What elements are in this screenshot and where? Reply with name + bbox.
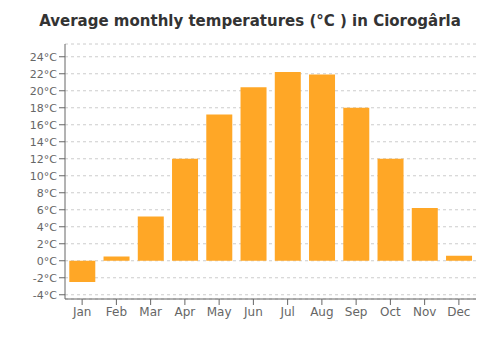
svg-text:18°C: 18°C bbox=[30, 102, 57, 115]
svg-text:May: May bbox=[207, 305, 232, 319]
svg-text:Mar: Mar bbox=[139, 305, 162, 319]
svg-text:24°C: 24°C bbox=[30, 51, 57, 64]
svg-text:Nov: Nov bbox=[413, 305, 436, 319]
svg-text:Apr: Apr bbox=[174, 305, 195, 319]
svg-text:-2°C: -2°C bbox=[33, 272, 57, 285]
svg-text:Jul: Jul bbox=[279, 305, 294, 319]
svg-text:Aug: Aug bbox=[310, 305, 333, 319]
svg-text:14°C: 14°C bbox=[30, 136, 57, 149]
svg-text:20°C: 20°C bbox=[30, 85, 57, 98]
svg-text:Oct: Oct bbox=[380, 305, 401, 319]
svg-text:2°C: 2°C bbox=[37, 238, 57, 251]
svg-text:Jun: Jun bbox=[243, 305, 263, 319]
svg-text:-4°C: -4°C bbox=[33, 289, 57, 302]
svg-text:22°C: 22°C bbox=[30, 68, 57, 81]
svg-text:10°C: 10°C bbox=[30, 170, 57, 183]
html-text:Average monthly temperatures (: Average monthly temperatures (°C ) in Ci… bbox=[39, 12, 461, 30]
svg-text:12°C: 12°C bbox=[30, 153, 57, 166]
svg-text:16°C: 16°C bbox=[30, 119, 57, 132]
svg-text:Dec: Dec bbox=[447, 305, 470, 319]
svg-text:Jan: Jan bbox=[72, 305, 92, 319]
svg-text:Feb: Feb bbox=[106, 305, 127, 319]
svg-text:4°C: 4°C bbox=[37, 221, 57, 234]
svg-text:0°C: 0°C bbox=[37, 255, 57, 268]
svg-text:8°C: 8°C bbox=[37, 187, 57, 200]
svg-text:Sep: Sep bbox=[345, 305, 368, 319]
svg-text:6°C: 6°C bbox=[37, 204, 57, 217]
